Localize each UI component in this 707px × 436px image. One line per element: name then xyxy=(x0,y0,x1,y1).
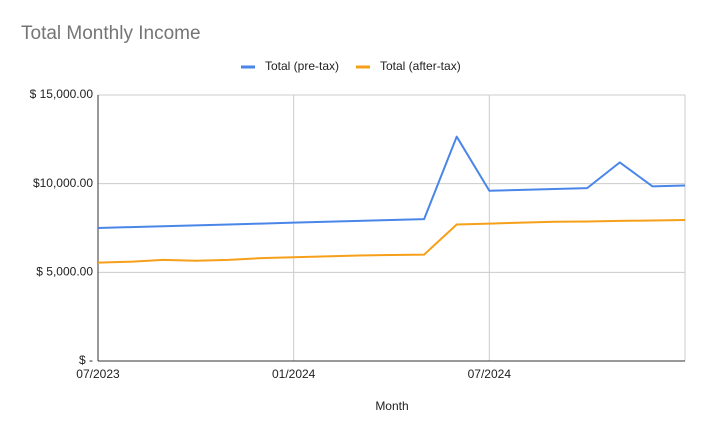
series-line xyxy=(97,135,686,229)
x-tick-label: 07/2023 xyxy=(76,367,120,381)
y-tick-label: $ 15,000.00 xyxy=(30,87,94,101)
y-tick-label: $10,000.00 xyxy=(33,176,93,190)
x-tick-label: 01/2024 xyxy=(272,367,316,381)
legend-label: Total (after-tax) xyxy=(380,59,461,73)
x-axis-title: Month xyxy=(375,399,408,413)
x-tick-label: 07/2024 xyxy=(468,367,512,381)
legend-label: Total (pre-tax) xyxy=(265,59,339,73)
y-tick-label: $ - xyxy=(79,353,93,367)
series-line xyxy=(97,219,686,264)
chart-title: Total Monthly Income xyxy=(21,23,201,44)
y-tick-label: $ 5,000.00 xyxy=(36,265,93,279)
